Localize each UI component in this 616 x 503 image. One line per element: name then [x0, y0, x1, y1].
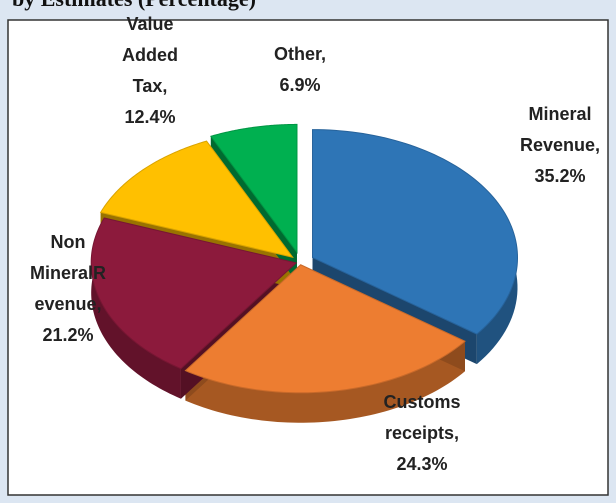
data-label-name: Customs receipts, [383, 392, 460, 443]
slice [210, 123, 298, 254]
data-label-name: Mineral Revenue, [520, 104, 600, 155]
slice [184, 264, 466, 394]
pie [90, 123, 519, 423]
data-label-value: 21.2% [42, 325, 93, 345]
data-label-name: Value Added Tax, [122, 14, 178, 96]
slice [99, 140, 294, 259]
data-label-value: 35.2% [534, 166, 585, 186]
data-label-value: 12.4% [124, 107, 175, 127]
slice [90, 217, 298, 370]
data-label-value: 6.9% [279, 75, 320, 95]
data-label-name: Non MineralR evenue, [30, 232, 106, 314]
data-label-value: 24.3% [396, 454, 447, 474]
data-label-name: Other, [274, 44, 326, 64]
slice [312, 129, 519, 335]
slice-side [185, 341, 465, 423]
chart-title: by Estimates (Percentage) [12, 0, 256, 11]
